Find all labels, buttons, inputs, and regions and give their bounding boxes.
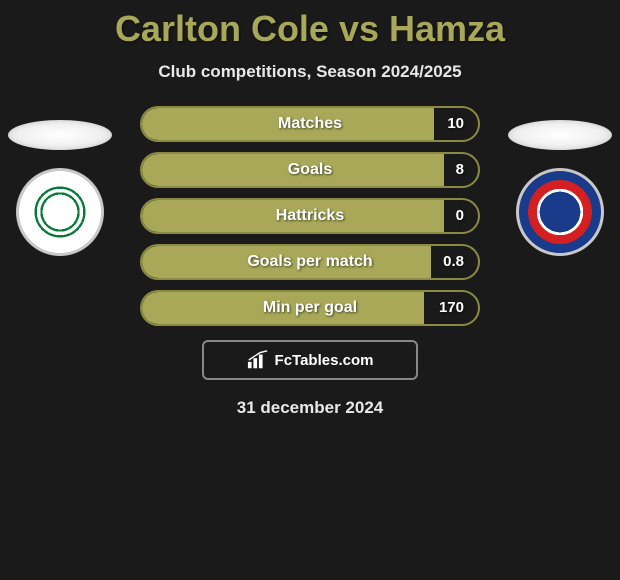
stat-value: 10: [447, 108, 464, 140]
club-badge-right: [516, 168, 604, 256]
comparison-bars: Matches10 Goals8 Hattricks0 Goals per match…: [140, 106, 480, 326]
stat-row: Min per goal170: [140, 290, 480, 326]
stat-label: Matches: [142, 108, 478, 140]
player-left: [8, 120, 112, 256]
stat-row: Matches10: [140, 106, 480, 142]
stat-value: 0.8: [443, 246, 464, 278]
stat-value: 170: [439, 292, 464, 324]
stat-label: Min per goal: [142, 292, 478, 324]
stat-row: Goals8: [140, 152, 480, 188]
stat-row: Goals per match0.8: [140, 244, 480, 280]
club-badge-left: [16, 168, 104, 256]
footer-brand-text: FcTables.com: [275, 352, 374, 369]
player-right: [508, 120, 612, 256]
page-title: Carlton Cole vs Hamza: [0, 0, 620, 50]
player-right-silhouette: [508, 120, 612, 150]
stat-row: Hattricks0: [140, 198, 480, 234]
stat-label: Hattricks: [142, 200, 478, 232]
footer-brand-box: FcTables.com: [202, 340, 418, 380]
player-left-silhouette: [8, 120, 112, 150]
stat-label: Goals: [142, 154, 478, 186]
stat-label: Goals per match: [142, 246, 478, 278]
subtitle: Club competitions, Season 2024/2025: [0, 62, 620, 82]
bars-icon: [247, 350, 269, 370]
date-text: 31 december 2024: [0, 398, 620, 418]
stat-value: 8: [456, 154, 464, 186]
stat-value: 0: [456, 200, 464, 232]
